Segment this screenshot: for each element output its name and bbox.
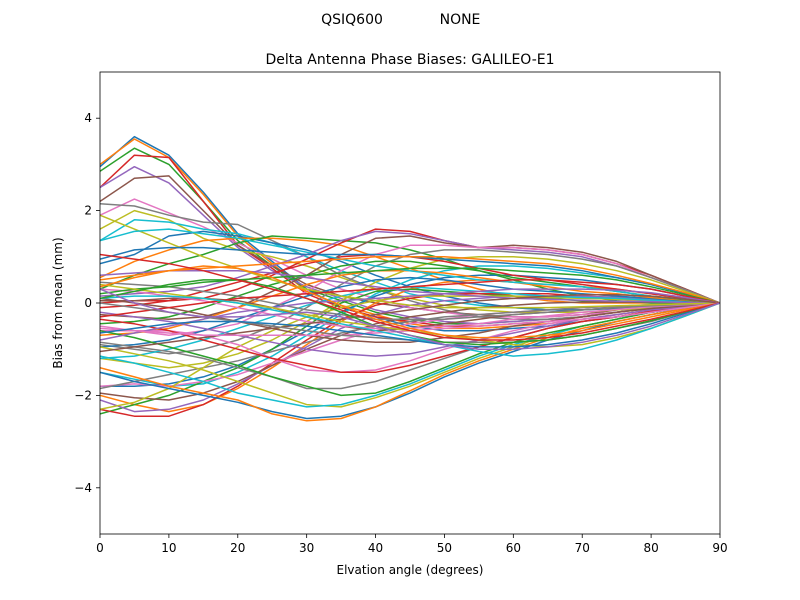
x-tick-label: 70 bbox=[575, 541, 590, 555]
x-tick-label: 0 bbox=[96, 541, 104, 555]
x-tick-label: 90 bbox=[712, 541, 727, 555]
figure-suptitle-right: NONE bbox=[440, 12, 481, 28]
series-line-45 bbox=[100, 302, 720, 357]
series-line-42 bbox=[100, 302, 720, 422]
x-tick-label: 80 bbox=[643, 541, 658, 555]
series-line-55 bbox=[100, 288, 720, 341]
series-line-46 bbox=[100, 297, 720, 344]
y-axis-label: Bias from mean (mm) bbox=[51, 237, 65, 368]
y-tick-label: 2 bbox=[84, 204, 92, 218]
series-line-60 bbox=[100, 295, 720, 357]
x-tick-label: 10 bbox=[161, 541, 176, 555]
series-line-49 bbox=[100, 214, 720, 309]
series-line-18 bbox=[100, 249, 720, 355]
series-line-43 bbox=[100, 302, 720, 397]
series-line-52 bbox=[100, 256, 720, 304]
series-line-54 bbox=[100, 279, 720, 318]
series-layer bbox=[100, 135, 720, 422]
series-line-64 bbox=[100, 253, 720, 341]
x-tick-label: 50 bbox=[437, 541, 452, 555]
series-line-50 bbox=[100, 228, 720, 304]
y-tick-label: −4 bbox=[74, 481, 92, 495]
x-tick-label: 30 bbox=[299, 541, 314, 555]
y-tick-label: 0 bbox=[84, 296, 92, 310]
y-axis-ticks: −4 −2 0 2 4 bbox=[74, 111, 100, 495]
x-tick-label: 20 bbox=[230, 541, 245, 555]
series-line-62 bbox=[100, 265, 720, 339]
series-line-61 bbox=[100, 302, 720, 348]
series-line-65 bbox=[100, 288, 720, 350]
x-axis-ticks: 0 10 20 30 40 50 60 70 80 90 bbox=[96, 534, 728, 555]
x-axis-label: Elvation angle (degrees) bbox=[337, 563, 484, 577]
x-tick-label: 60 bbox=[506, 541, 521, 555]
series-line-53 bbox=[100, 267, 720, 304]
y-tick-label: 4 bbox=[84, 111, 92, 125]
series-line-48 bbox=[100, 281, 720, 320]
chart-title: Delta Antenna Phase Biases: GALILEO-E1 bbox=[265, 52, 554, 68]
series-line-56 bbox=[100, 293, 720, 353]
series-line-31 bbox=[100, 276, 720, 348]
x-tick-label: 40 bbox=[368, 541, 383, 555]
y-tick-label: −2 bbox=[74, 388, 92, 402]
figure-suptitle-left: QSIQ600 bbox=[321, 12, 383, 28]
